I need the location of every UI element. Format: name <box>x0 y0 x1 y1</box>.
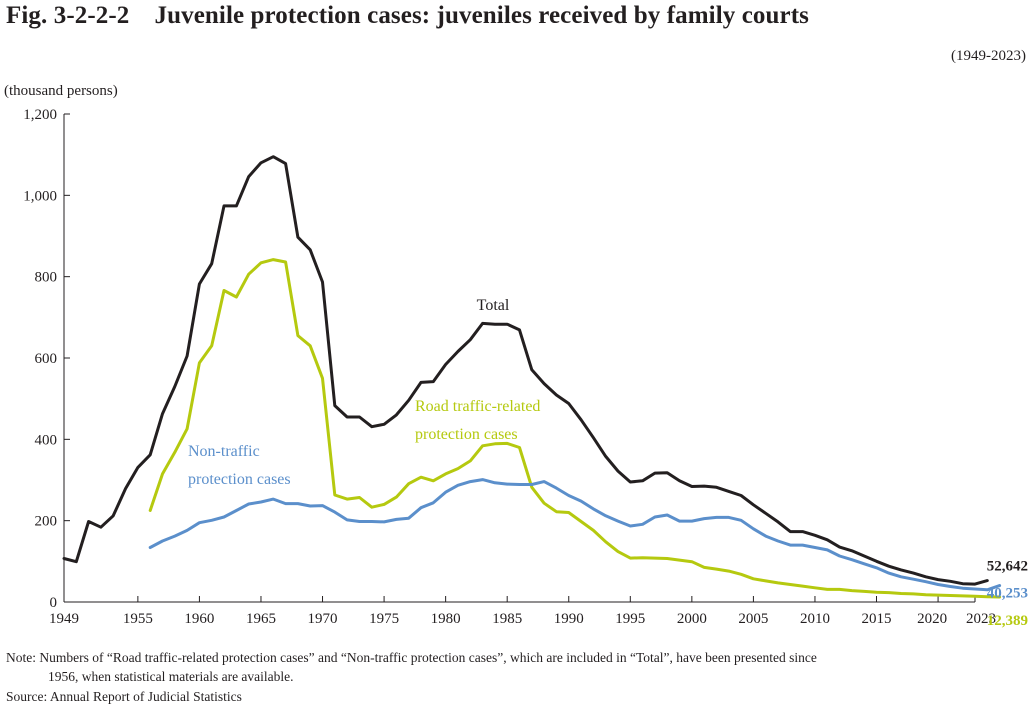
series-end-value: 52,642 <box>987 559 1028 575</box>
x-tick-label: 1949 <box>49 611 79 627</box>
y-tick-label: 1,200 <box>23 107 57 123</box>
x-tick-label: 1980 <box>431 611 461 627</box>
period-label: (1949-2023) <box>951 48 1026 64</box>
y-tick-label: 1,000 <box>23 188 57 204</box>
x-tick-label: 1975 <box>369 611 399 627</box>
x-tick-label: 2000 <box>677 611 707 627</box>
x-tick-label: 1990 <box>554 611 584 627</box>
series-name-label: protection cases <box>188 471 291 488</box>
line-chart: 0 200 400 600 800 1,000 1,200 1949 1955 1960 1965 1… <box>23 107 1028 629</box>
x-tick-label: 2023 <box>966 611 996 627</box>
x-tick-label: 2005 <box>738 611 768 627</box>
y-axis-unit: (thousand persons) <box>4 83 118 99</box>
series-line-2 <box>148 478 1002 592</box>
series-line-0 <box>62 155 989 586</box>
series-name-label: Road traffic-related <box>415 398 540 415</box>
x-tick-label: 1960 <box>184 611 214 627</box>
x-tick-label: 1965 <box>246 611 276 627</box>
x-tick-label: 1995 <box>615 611 645 627</box>
x-tick-label: 1970 <box>308 611 338 627</box>
footnote: Note: Numbers of “Road traffic-related p… <box>6 648 1016 686</box>
series-name-label: protection cases <box>415 426 518 443</box>
y-tick-label: 800 <box>35 270 58 286</box>
x-tick-label: 2015 <box>862 611 892 627</box>
y-tick-label: 0 <box>50 595 58 611</box>
x-tick-label: 1955 <box>123 611 153 627</box>
chart-title: Fig. 3-2-2-2 Juvenile protection cases: … <box>6 2 809 29</box>
axes <box>63 113 976 603</box>
footnote-line-2: 1956, when statistical materials are ava… <box>48 669 294 684</box>
series-name-label: Non-traffic <box>188 443 260 460</box>
x-tick-label: 1985 <box>492 611 522 627</box>
series-end-value: 12,389 <box>987 613 1028 629</box>
series-name-label: Total <box>477 297 510 314</box>
x-tick-label: 2010 <box>800 611 830 627</box>
y-tick-label: 400 <box>35 432 58 448</box>
series-line-1 <box>148 258 1002 599</box>
y-tick-label: 600 <box>35 351 58 367</box>
series-lines <box>62 155 1002 599</box>
tick-labels: 0 200 400 600 800 1,000 1,200 1949 1955 1960 1965 1… <box>23 107 996 627</box>
footnote-line-1: Note: Numbers of “Road traffic-related p… <box>6 650 817 665</box>
source-note: Source: Annual Report of Judicial Statis… <box>6 689 242 704</box>
series-labels: Total 52,642 Road traffic-related protectio… <box>188 297 1028 629</box>
y-tick-label: 200 <box>35 514 58 530</box>
x-tick-label: 2020 <box>917 611 947 627</box>
series-end-value: 40,253 <box>987 586 1028 602</box>
